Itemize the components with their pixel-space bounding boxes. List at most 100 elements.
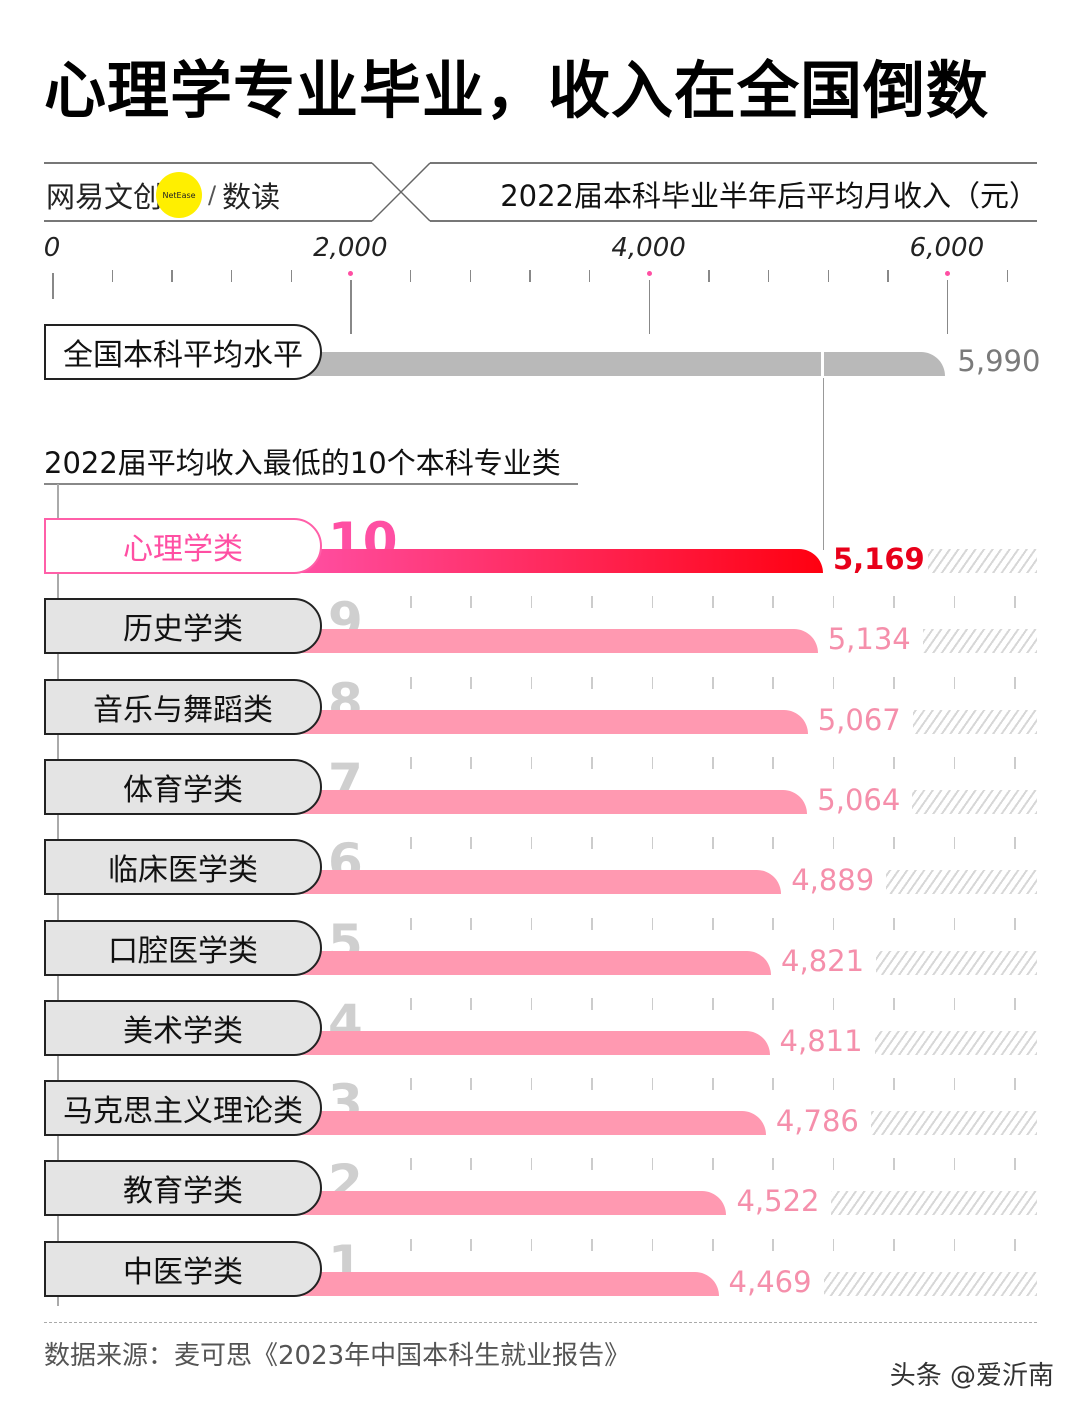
category-label-text: 美术学类 [123,1013,243,1049]
row-minor-tick [410,1078,412,1091]
minor-tick [290,270,293,282]
row-minor-tick [772,997,774,1010]
row-minor-tick [893,917,895,930]
major-tick-dot [944,271,950,276]
row-minor-tick [772,756,774,769]
row-minor-tick [410,1158,412,1171]
row-minor-tick [832,917,835,930]
minor-tick [1006,270,1009,282]
category-label-text: 中医学类 [123,1254,243,1290]
major-grid-line [946,280,949,334]
row-minor-tick [1014,676,1016,689]
row-minor-tick [832,1238,835,1251]
bar [300,789,808,814]
row-minor-tick [530,1238,533,1251]
row-minor-tick [530,917,533,930]
bar-value: 5,134 [827,622,911,657]
header-top-line-left [44,162,372,164]
row-minor-tick [470,997,472,1010]
row-minor-tick [712,997,714,1010]
bar-value: 5,169 [832,542,925,576]
x-tick-label: 4,000 [611,233,686,263]
brand-logo: 网易文创 NetEase / 数读 [46,172,280,218]
highlight-bar [300,549,823,573]
row-minor-tick [530,1078,533,1091]
bar-value: 4,522 [736,1184,820,1219]
category-label-text: 历史学类 [123,612,243,648]
row-minor-tick [953,676,956,689]
row-minor-tick [651,596,654,609]
rank-number: 5 [328,913,363,952]
remaining-hatch [886,870,1037,895]
row-minor-tick [1014,997,1016,1010]
row-minor-tick [772,1158,774,1171]
brand-name: 网易文创 [46,180,163,214]
major-grid-line [350,280,352,334]
row-minor-tick [772,917,774,930]
row-minor-tick [410,596,412,609]
row-minor-tick [1014,756,1016,769]
category-label: 马克思主义理论类 [44,1080,322,1137]
row-minor-tick [530,1158,533,1171]
remaining-hatch [912,709,1037,734]
rank-number: 9 [328,592,363,631]
category-label: 美术学类 [44,999,322,1056]
category-label-text: 教育学类 [123,1174,243,1210]
row-minor-tick [832,676,835,689]
rank-number: 7 [328,752,363,791]
row-minor-tick [832,1158,835,1171]
row-minor-tick [530,997,533,1010]
row-minor-tick [651,917,654,930]
row-minor-tick [712,676,714,689]
category-label: 口腔医学类 [44,919,322,976]
average-bar [300,352,946,376]
category-label-text: 口腔医学类 [108,933,258,969]
row-minor-tick [651,837,654,850]
row-minor-tick [1014,1158,1016,1171]
row-minor-tick [1014,917,1016,930]
row-minor-tick [410,756,412,769]
row-minor-tick [953,1238,956,1251]
minor-tick [708,270,710,282]
row-minor-tick [410,837,412,850]
row-minor-tick [953,596,956,609]
header-bottom-line-left [44,220,372,222]
average-label-text: 全国本科平均水平 [63,338,303,373]
watermark: 头条 @爱沂南 [889,1361,1054,1391]
row-minor-tick [470,756,472,769]
row-minor-tick [953,917,956,930]
bar [300,950,772,975]
major-tick-dot [646,271,652,276]
row-minor-tick [591,917,593,930]
bar-value: 4,469 [728,1264,812,1299]
category-label: 音乐与舞蹈类 [44,678,322,735]
row-minor-tick [893,596,895,609]
bar-value: 4,811 [779,1023,863,1058]
row-minor-tick [953,1078,956,1091]
row-minor-tick [410,997,412,1010]
row-minor-tick [772,596,774,609]
average-bar-marker-gap [820,350,824,378]
bar [300,709,808,734]
brand-separator: / [208,181,217,209]
row-minor-tick [893,756,895,769]
row-minor-tick [470,837,472,850]
group-title: 2022届平均收入最低的10个本科专业类 [44,446,561,480]
row-minor-tick [591,997,593,1010]
row-minor-tick [470,596,472,609]
page-title: 心理学专业毕业，收入在全国倒数 [44,54,990,127]
remaining-hatch [831,1191,1037,1216]
row-minor-tick [893,837,895,850]
row-minor-tick [712,756,714,769]
row-minor-tick [832,596,835,609]
row-minor-tick [651,1078,654,1091]
row-minor-tick [410,676,412,689]
row-minor-tick [470,1238,472,1251]
remaining-hatch [927,549,1037,573]
category-label-text: 临床医学类 [108,853,258,889]
category-label-text: 体育学类 [123,772,243,808]
footer-divider [44,1322,1037,1323]
minor-tick [171,270,173,282]
row-minor-tick [772,1078,774,1091]
row-minor-tick [893,1158,895,1171]
